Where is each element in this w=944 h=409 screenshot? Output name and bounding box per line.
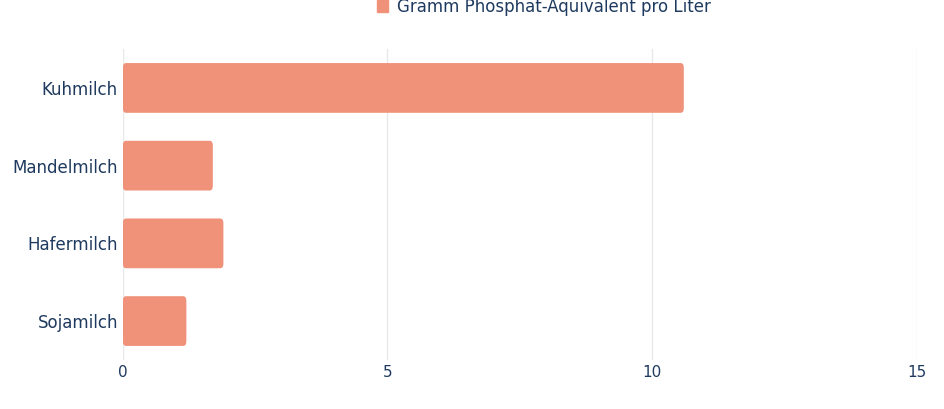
FancyBboxPatch shape: [123, 296, 186, 346]
FancyBboxPatch shape: [123, 63, 683, 113]
FancyBboxPatch shape: [123, 218, 223, 268]
FancyBboxPatch shape: [123, 141, 212, 191]
Legend: Gramm Phosphat-Äquivalent pro Liter: Gramm Phosphat-Äquivalent pro Liter: [369, 0, 716, 22]
